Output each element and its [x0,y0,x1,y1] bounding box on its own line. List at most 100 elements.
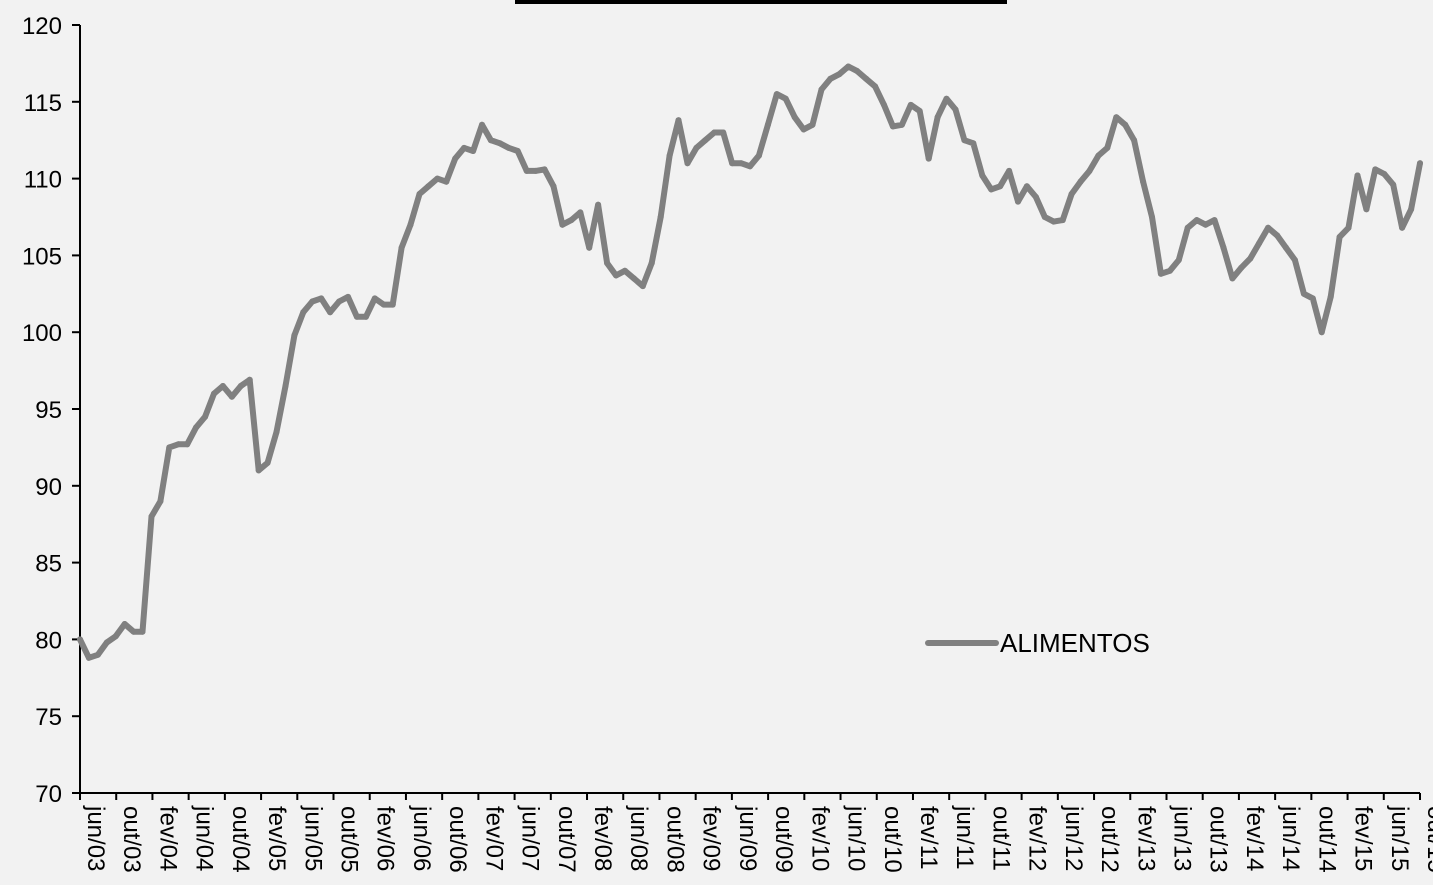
x-tick-label: fev/13 [1132,806,1159,871]
x-tick-label: fev/08 [589,806,616,871]
data-point [1086,167,1093,174]
data-point [112,633,119,640]
data-point [675,117,682,124]
data-point [648,260,655,267]
data-point [1327,293,1334,300]
data-point [1283,244,1289,251]
x-tick-label: fev/12 [1024,806,1051,871]
data-point [121,621,128,627]
data-point [1265,224,1272,231]
data-point [443,178,450,185]
data-point [872,83,879,90]
data-point [1220,244,1227,251]
x-tick-label: jun/14 [1277,805,1304,871]
data-point [809,121,816,128]
y-tick-label: 90 [35,474,62,501]
data-point [595,201,602,208]
x-tick-label: jun/08 [625,805,652,871]
data-point [1077,178,1084,185]
data-point [237,383,244,389]
data-point [1238,264,1245,271]
y-tick-label: 110 [24,167,62,194]
x-tick-label: jun/13 [1168,805,1195,871]
data-point [827,75,834,82]
data-point [353,313,360,320]
data-point [1211,217,1218,224]
x-tick-label: out/10 [879,806,906,873]
legend-label: ALIMENTOS [1000,628,1150,658]
data-point [764,121,771,128]
data-point [577,209,584,216]
data-point [282,383,289,389]
y-tick-label: 115 [24,90,62,117]
data-point [791,114,798,121]
data-point [943,95,950,102]
data-point [916,108,923,114]
x-tick-label: jun/09 [734,805,761,871]
data-point [336,298,343,305]
data-point [130,628,137,635]
data-point [1023,183,1030,190]
x-tick-label: fev/14 [1241,806,1268,871]
x-tick-label: fev/04 [154,806,181,871]
data-point [1247,255,1254,262]
data-point [621,267,628,274]
data-point [166,444,173,451]
data-point [729,160,736,167]
y-tick-label: 85 [35,551,62,578]
data-point [1131,137,1138,144]
data-point [639,283,646,290]
x-tick-label: jun/11 [951,805,978,870]
x-tick-label: out/08 [661,806,688,873]
data-point [487,137,494,144]
x-tick-label: jun/10 [843,805,870,871]
data-point [666,152,673,159]
data-point [470,148,477,154]
data-point [1104,144,1111,151]
data-point [541,166,548,173]
data-point [148,513,155,520]
data-point [184,441,191,448]
data-point [720,129,727,136]
data-point [255,467,262,474]
data-point [1256,240,1263,247]
data-point [1184,224,1191,231]
x-tick-label: fev/07 [480,806,507,871]
data-point [532,167,539,174]
data-point [863,75,870,82]
data-point [1015,198,1021,205]
data-point [1399,224,1406,231]
y-tick-label: 105 [22,243,62,270]
data-point [94,651,101,658]
data-point [1113,114,1120,121]
data-point [300,309,307,316]
x-tick-label: fev/10 [806,806,833,871]
data-point [738,160,745,167]
x-tick-label: out/14 [1313,806,1340,873]
y-tick-label: 80 [35,627,62,654]
data-point [211,390,217,397]
data-point [1372,166,1379,173]
data-point [988,186,995,193]
data-point [1408,206,1415,213]
data-point [1122,121,1129,128]
x-tick-label: out/15 [1422,806,1433,873]
data-point [505,144,512,151]
x-tick-label: fev/05 [263,806,290,871]
y-tick-label: 120 [22,13,62,40]
data-point [416,191,423,197]
data-point [1354,172,1361,179]
x-tick-label: jun/07 [517,805,544,871]
x-tick-label: jun/06 [408,805,435,871]
x-tick-label: fev/11 [915,806,942,870]
data-point [1032,194,1039,200]
data-point [773,91,780,98]
data-point [514,148,521,154]
data-point [398,244,405,251]
data-point [925,155,932,162]
y-tick-label: 75 [35,704,62,731]
data-point [1193,217,1200,224]
x-tick-label: jun/12 [1060,805,1087,871]
data-point [845,63,852,70]
data-point [496,140,503,147]
